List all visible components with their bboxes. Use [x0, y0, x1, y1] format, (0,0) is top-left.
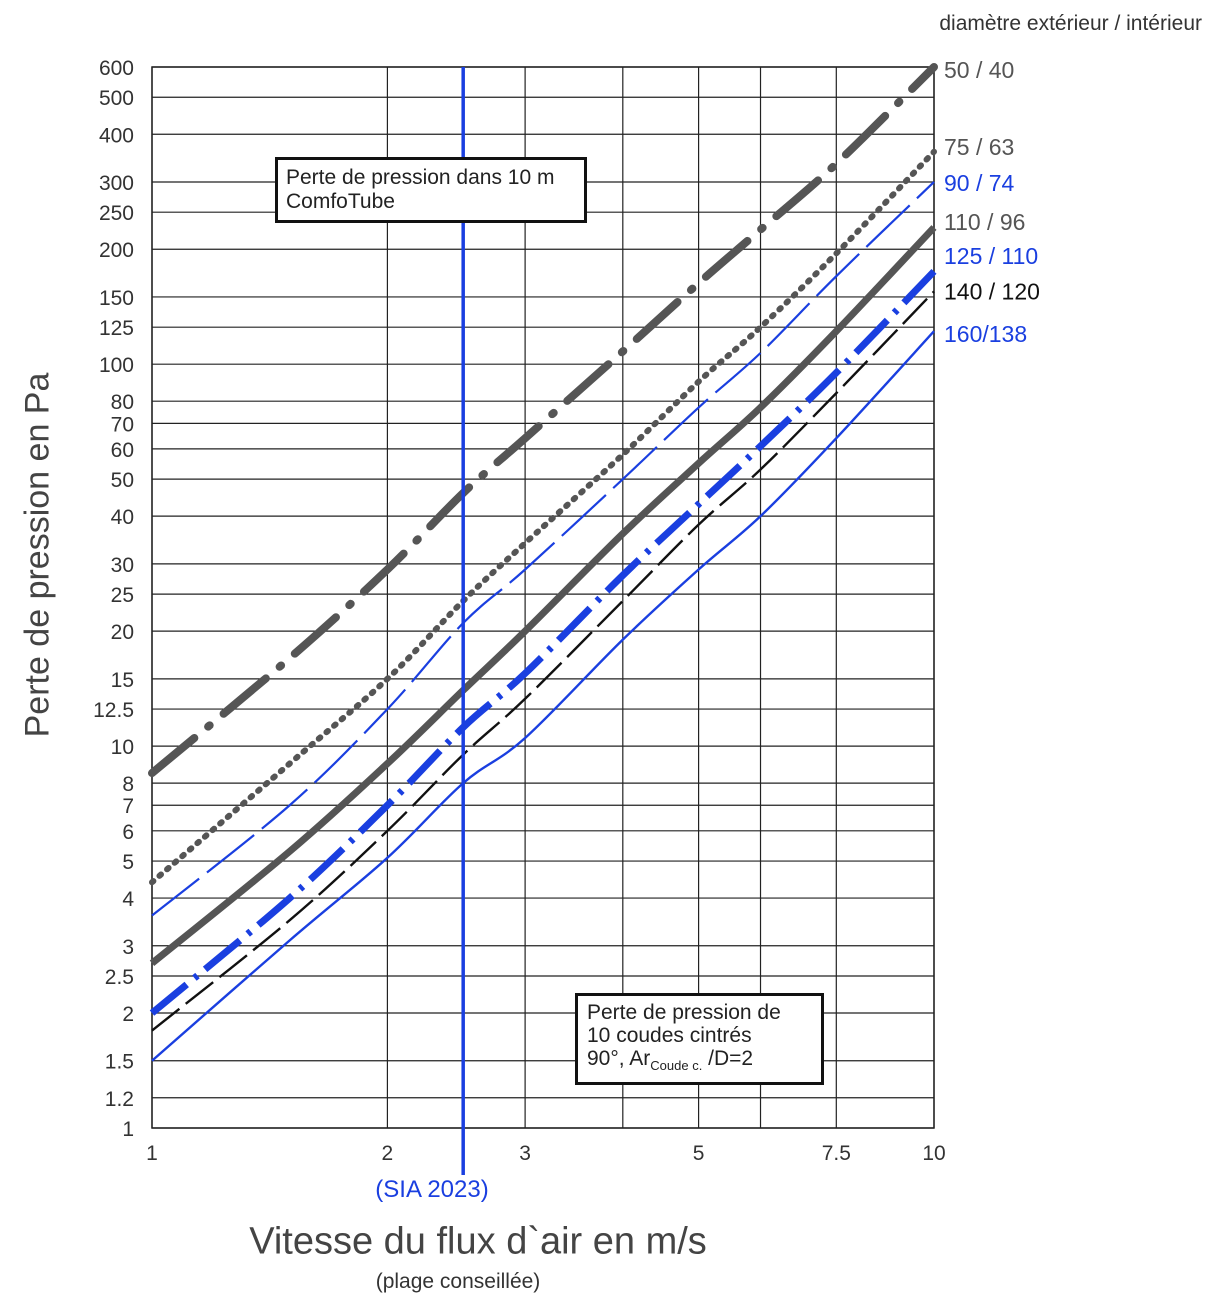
y-tick-label: 500 [99, 87, 134, 110]
series-label-2: 75 / 63 [944, 134, 1014, 160]
series-line-7 [151, 330, 935, 1062]
y-tick-label: 7 [122, 795, 134, 818]
y-tick-label: 4 [122, 888, 134, 911]
series-line-2 [149, 148, 937, 886]
bends-line2: 10 coudes cintrés [587, 1024, 752, 1047]
series-label-6: 140 / 120 [944, 278, 1040, 304]
y-tick-label: 60 [111, 439, 134, 462]
x-tick-label: 1 [146, 1142, 158, 1165]
y-tick-label: 100 [99, 354, 134, 377]
series-line-5 [149, 268, 937, 1016]
series-label-5: 125 / 110 [944, 243, 1038, 269]
y-tick-label: 80 [111, 391, 134, 414]
pressure-10m-line2: ComfoTube [286, 190, 395, 213]
header-note: diamètre extérieur / intérieur [939, 12, 1202, 35]
range-note: (plage conseillée) [375, 1270, 541, 1293]
y-tick-label: 40 [111, 506, 134, 529]
y-tick-label: 125 [99, 317, 134, 340]
y-tick-label: 70 [111, 413, 134, 436]
bends-line1: Perte de pression de [587, 1001, 781, 1024]
y-tick-label: 1.2 [105, 1088, 134, 1111]
series-label-1: 50 / 40 [944, 57, 1014, 83]
series-line-3 [151, 181, 935, 917]
y-tick-label: 15 [111, 669, 134, 692]
y-tick-label: 400 [99, 124, 134, 147]
y-tick-label: 5 [122, 851, 134, 874]
series-line-6 [151, 290, 935, 1032]
pressure-10m-box: Perte de pression dans 10 m ComfoTube [275, 157, 587, 223]
y-tick-label: 2.5 [105, 966, 134, 989]
x-tick-label: 3 [519, 1142, 531, 1165]
y-tick-label: 1.5 [105, 1051, 134, 1074]
x-axis-label: Vitesse du flux d`air en m/s [249, 1220, 707, 1263]
bends-degrees: 90°, Ar [587, 1047, 651, 1070]
y-tick-label: 3 [122, 936, 134, 959]
y-tick-label: 600 [99, 57, 134, 80]
y-tick-label: 300 [99, 172, 134, 195]
y-tick-label: 150 [99, 287, 134, 310]
y-tick-label: 50 [111, 469, 134, 492]
y-tick-label: 1 [122, 1118, 134, 1141]
y-tick-label: 25 [111, 584, 134, 607]
bends-ratio: /D=2 [702, 1047, 754, 1070]
y-tick-label: 250 [99, 202, 134, 225]
y-tick-label: 12.5 [93, 699, 134, 722]
series-label-3: 90 / 74 [944, 170, 1015, 196]
y-tick-label: 10 [111, 736, 134, 759]
bends-box: Perte de pression de 10 coudes cintrés 9… [575, 993, 824, 1086]
series-label-4: 110 / 96 [944, 209, 1025, 235]
bends-line3: 90°, ArCoude c. /D=2 [587, 1047, 812, 1077]
y-tick-label: 30 [111, 554, 134, 577]
bends-subscript: Coude c. [650, 1058, 703, 1074]
series-line-4 [149, 225, 937, 966]
sia-label: (SIA 2023) [375, 1176, 489, 1203]
x-tick-label: 5 [693, 1142, 705, 1165]
y-tick-label: 8 [122, 773, 134, 796]
x-tick-label: 2 [382, 1142, 394, 1165]
series-line-1 [148, 63, 938, 778]
y-tick-label: 2 [122, 1003, 134, 1026]
pressure-10m-line1: Perte de pression dans 10 m [286, 166, 555, 189]
y-tick-label: 6 [122, 821, 134, 844]
x-tick-label: 10 [922, 1142, 945, 1165]
y-axis-label: Perte de pression en Pa [18, 372, 57, 738]
series-label-7: 160/138 [944, 321, 1027, 347]
plot-frame [151, 66, 935, 1129]
y-tick-label: 200 [99, 239, 134, 262]
x-tick-label: 7.5 [822, 1142, 851, 1165]
y-tick-label: 20 [111, 621, 134, 644]
